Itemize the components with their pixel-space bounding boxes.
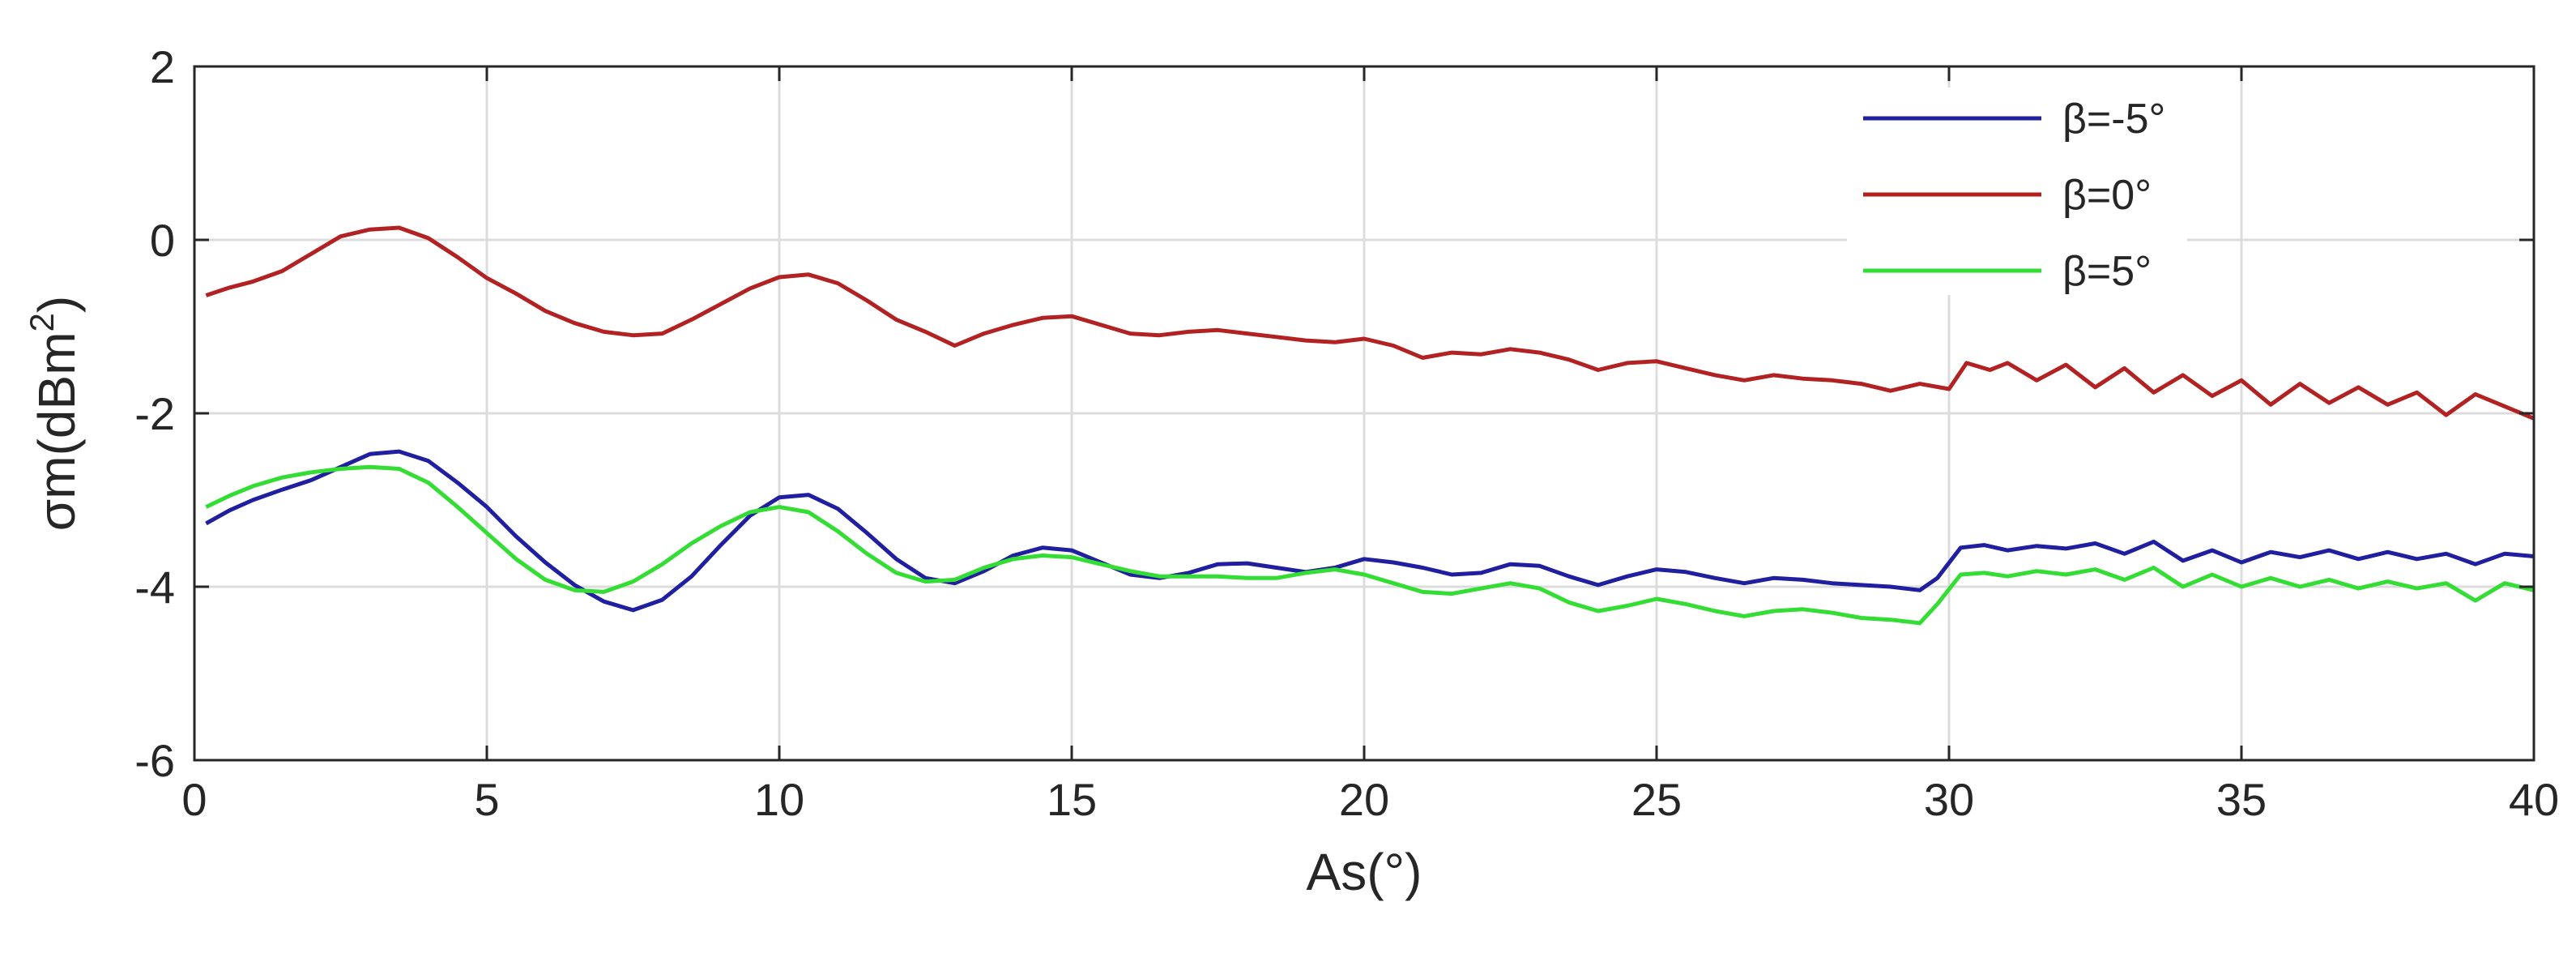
legend-entries: β=-5° β=0° β=5° xyxy=(1863,96,2165,295)
x-tick-label: 10 xyxy=(754,774,804,825)
legend-label: β=5° xyxy=(2062,248,2152,295)
y-axis-label-main: σm(dBm xyxy=(28,331,86,531)
x-tick-label: 15 xyxy=(1047,774,1097,825)
series-line-2 xyxy=(205,225,2535,421)
y-tick-label: -4 xyxy=(134,562,175,613)
y-tick-label: -6 xyxy=(134,735,175,786)
x-tick-label: 25 xyxy=(1631,774,1682,825)
legend-background xyxy=(1847,88,2187,295)
y-tick-label: -2 xyxy=(134,388,175,439)
x-axis-label: As(°) xyxy=(1307,843,1422,901)
x-tick-label: 30 xyxy=(1924,774,1974,825)
x-tick-label: 0 xyxy=(181,774,207,825)
legend-label: β=0° xyxy=(2062,172,2152,219)
x-tick-label: 20 xyxy=(1339,774,1389,825)
x-tick-label: 40 xyxy=(2509,774,2559,825)
y-tick-label: 2 xyxy=(150,41,175,92)
axis-ticks xyxy=(193,65,2535,762)
series-line-1 xyxy=(205,449,2535,613)
y-axis-label: σm(dBm2) xyxy=(23,296,86,531)
y-axis-label-close: ) xyxy=(28,296,86,313)
x-tick-label: 5 xyxy=(474,774,499,825)
x-tick-label: 35 xyxy=(2216,774,2267,825)
series-line-3 xyxy=(205,464,2535,626)
y-tick-label: 0 xyxy=(150,215,175,266)
legend-label: β=-5° xyxy=(2062,96,2165,143)
series-lines xyxy=(205,225,2535,626)
legend: β=-5° β=0° β=5° xyxy=(1847,88,2187,295)
x-tick-labels: 0 5 10 15 20 25 30 35 40 xyxy=(181,774,2559,825)
y-tick-labels: -6 -4 -2 0 2 xyxy=(134,41,175,786)
y-axis-label-superscript: 2 xyxy=(23,313,61,331)
